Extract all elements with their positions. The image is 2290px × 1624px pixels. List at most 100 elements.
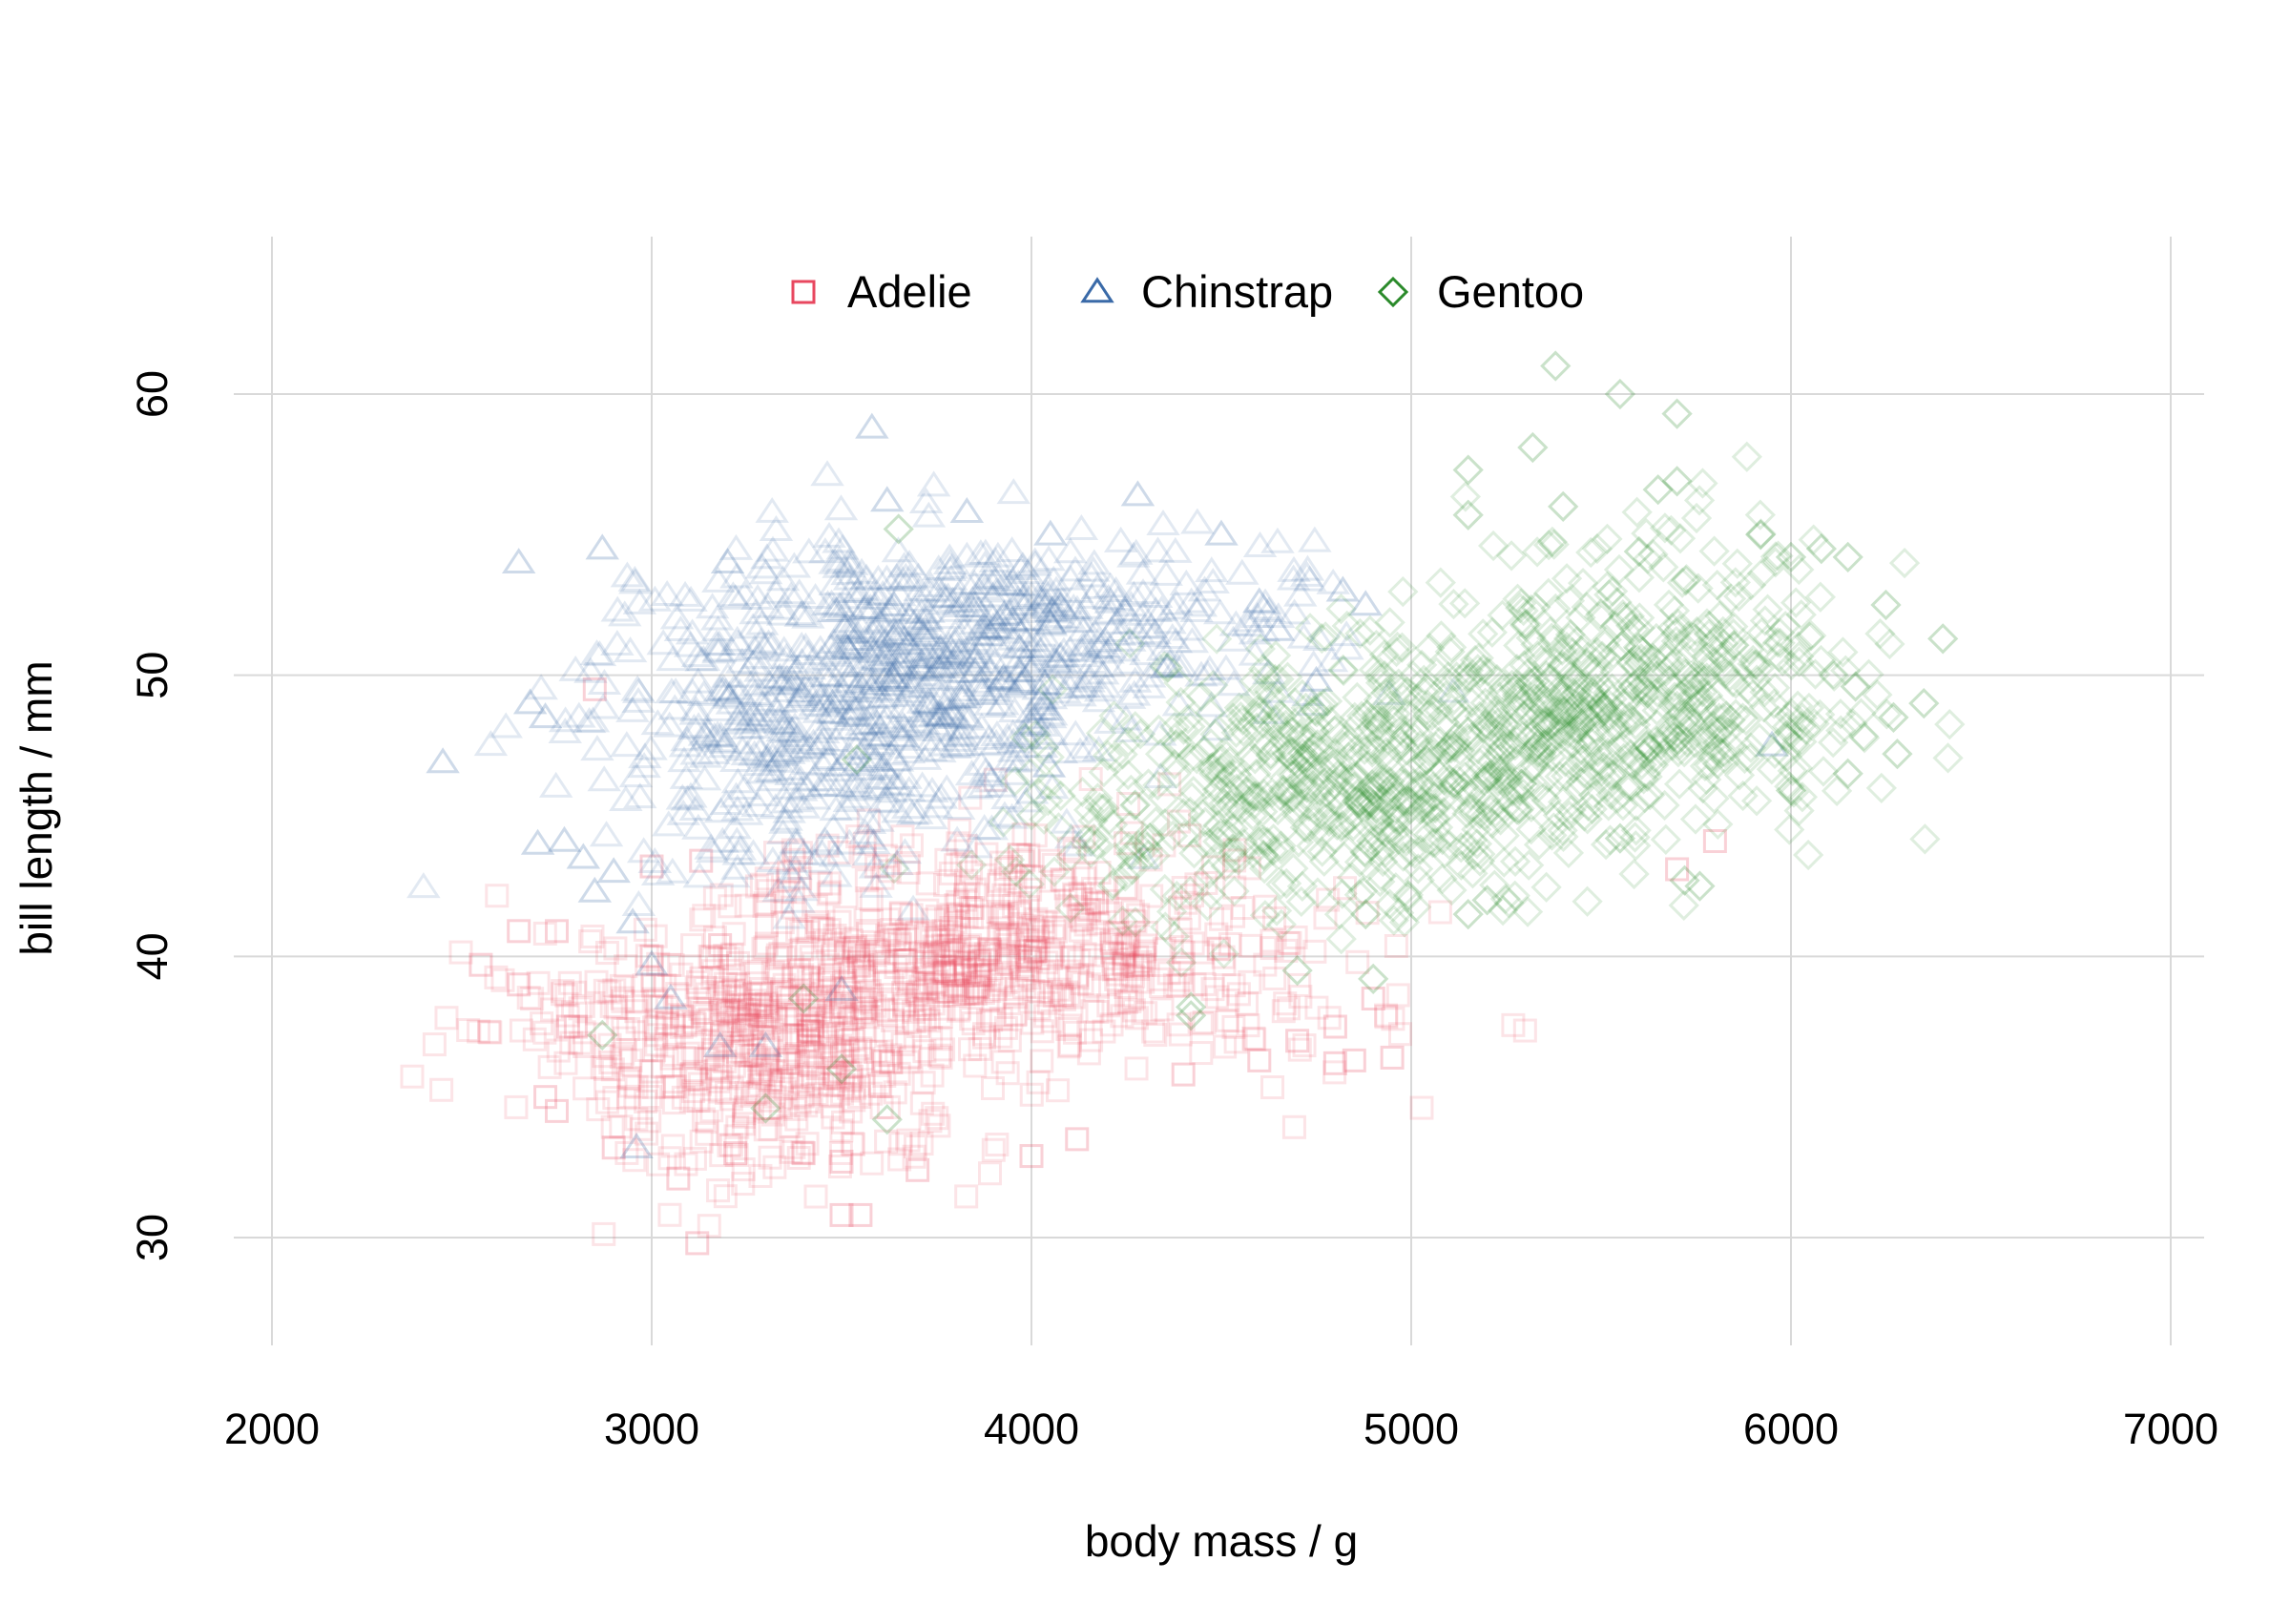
chinstrap-point <box>822 545 857 572</box>
adelie-point <box>1063 1020 1088 1045</box>
adelie-point <box>709 1064 734 1089</box>
gentoo-point <box>1638 683 1670 716</box>
gentoo-point <box>1618 744 1651 776</box>
gentoo-point <box>1783 640 1815 673</box>
chinstrap-point <box>885 724 919 751</box>
adelie-point <box>1003 1003 1028 1028</box>
gentoo-point <box>1427 736 1460 768</box>
gentoo-point <box>1631 730 1662 761</box>
gentoo-point <box>1013 868 1045 900</box>
chinstrap-point <box>844 715 880 741</box>
adelie-point <box>1012 974 1037 999</box>
gentoo-point <box>1506 689 1537 720</box>
gentoo-point <box>1266 700 1298 732</box>
adelie-point <box>593 978 617 1003</box>
gentoo-point <box>1187 799 1218 830</box>
gentoo-point <box>1220 717 1252 748</box>
gentoo-point <box>1276 717 1308 748</box>
gentoo-point <box>1620 790 1652 822</box>
gentoo-point <box>1780 587 1812 618</box>
adelie-point <box>748 1163 773 1188</box>
chinstrap-point <box>1027 620 1061 647</box>
gentoo-point <box>1707 639 1739 671</box>
adelie-point <box>610 986 635 1010</box>
gentoo-point <box>1530 676 1562 707</box>
gentoo-point <box>1257 777 1288 809</box>
gentoo-point <box>1718 617 1749 650</box>
chinstrap-point <box>1026 584 1060 611</box>
gentoo-point <box>1387 841 1419 872</box>
gentoo-point <box>1396 785 1427 818</box>
adelie-point <box>1157 772 1182 797</box>
gentoo-point <box>1799 708 1830 739</box>
chinstrap-point <box>814 589 849 615</box>
adelie-point <box>776 1046 801 1071</box>
chinstrap-point <box>719 562 754 589</box>
adelie-point <box>1152 833 1176 858</box>
gentoo-point <box>1384 715 1417 746</box>
chinstrap-point <box>942 731 977 758</box>
chinstrap-point <box>1126 843 1161 869</box>
gentoo-point <box>1598 760 1630 791</box>
gentoo-point <box>1276 714 1307 746</box>
adelie-point <box>931 996 956 1021</box>
gentoo-point <box>1286 870 1319 902</box>
gentoo-point <box>1364 656 1396 688</box>
gentoo-point <box>1327 654 1359 685</box>
chinstrap-point <box>1028 669 1062 696</box>
gentoo-point <box>1371 744 1403 776</box>
gentoo-point <box>1389 767 1421 800</box>
gentoo-point <box>1568 743 1600 775</box>
gentoo-point <box>1158 711 1191 743</box>
adelie-point <box>821 1016 845 1041</box>
chinstrap-point <box>765 819 801 845</box>
gentoo-point <box>1604 734 1635 765</box>
chinstrap-point <box>958 592 992 618</box>
chinstrap-point <box>1191 659 1225 686</box>
gentoo-point <box>1452 454 1484 486</box>
chinstrap-point <box>1041 587 1076 614</box>
chinstrap-point <box>923 700 957 727</box>
chinstrap-point <box>979 663 1014 690</box>
adelie-point <box>614 1140 639 1165</box>
chinstrap-point <box>1033 608 1068 635</box>
chinstrap-point <box>1026 690 1060 717</box>
chinstrap-point <box>756 535 790 562</box>
adelie-point <box>545 919 569 944</box>
gentoo-point <box>1345 791 1378 822</box>
chinstrap-point <box>979 576 1014 603</box>
gentoo-point <box>1271 867 1302 899</box>
gentoo-point <box>1734 634 1765 665</box>
gentoo-point <box>1546 680 1577 713</box>
gentoo-point <box>1499 845 1531 877</box>
chinstrap-point <box>676 677 710 704</box>
gentoo-point <box>1475 795 1507 826</box>
chinstrap-point <box>838 782 873 809</box>
gentoo-point <box>1204 745 1236 778</box>
chinstrap-point <box>812 521 846 548</box>
adelie-point <box>765 943 790 968</box>
gentoo-point <box>1542 800 1574 831</box>
adelie-point <box>1096 993 1121 1018</box>
adelie-point <box>676 1041 700 1066</box>
gentoo-point <box>1576 697 1609 729</box>
chinstrap-point <box>1044 738 1079 764</box>
adelie-point <box>796 1018 821 1043</box>
chinstrap-point <box>863 634 897 660</box>
chinstrap-point <box>663 615 698 641</box>
adelie-point <box>1026 947 1051 971</box>
adelie-point <box>818 1083 843 1108</box>
gentoo-point <box>1331 610 1363 642</box>
chinstrap-point <box>968 538 1003 565</box>
adelie-point <box>739 1016 763 1041</box>
gentoo-point <box>1786 781 1819 813</box>
gentoo-point <box>871 1104 903 1135</box>
adelie-point <box>1022 917 1047 942</box>
gentoo-point <box>1238 800 1269 831</box>
gentoo-point <box>1759 672 1791 704</box>
gentoo-point <box>1473 760 1506 791</box>
adelie-point <box>699 1098 724 1123</box>
adelie-point <box>760 1102 785 1127</box>
gentoo-point <box>1528 704 1560 737</box>
adelie-point <box>921 1101 946 1126</box>
